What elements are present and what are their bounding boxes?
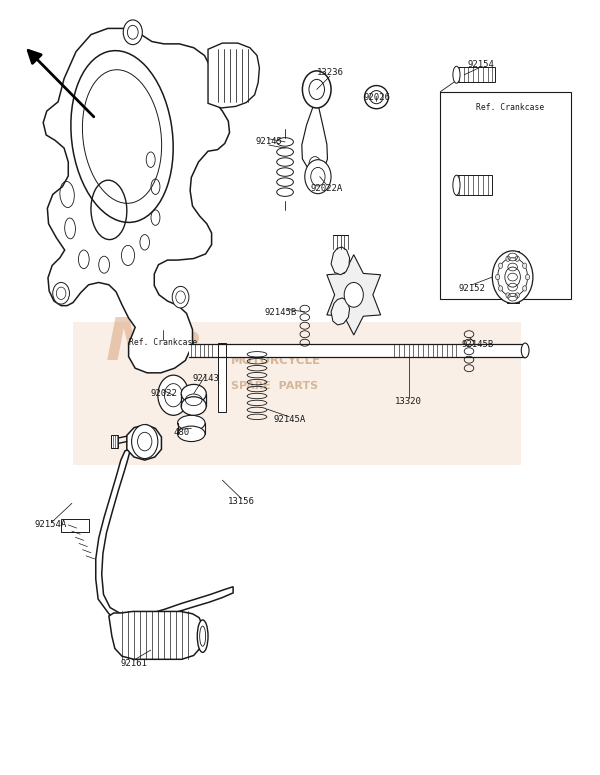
Text: 92022A: 92022A (311, 184, 343, 193)
Text: 92152: 92152 (458, 284, 485, 293)
Ellipse shape (453, 175, 460, 195)
Ellipse shape (506, 293, 510, 298)
Circle shape (309, 79, 325, 99)
Circle shape (493, 251, 533, 303)
Polygon shape (331, 247, 350, 275)
Ellipse shape (499, 263, 503, 268)
Circle shape (172, 286, 189, 308)
Text: 92145B: 92145B (265, 308, 297, 317)
Bar (218, 343, 226, 412)
Bar (178, 423, 205, 434)
Circle shape (302, 71, 331, 108)
Ellipse shape (178, 415, 205, 431)
Bar (73, 322, 521, 465)
Circle shape (53, 282, 70, 304)
Circle shape (176, 291, 185, 303)
Text: SP: SP (148, 329, 200, 363)
Ellipse shape (82, 70, 161, 203)
Text: SPARE  PARTS: SPARE PARTS (232, 381, 319, 391)
Ellipse shape (178, 426, 205, 442)
Ellipse shape (197, 620, 208, 653)
Bar (457, 67, 495, 82)
Circle shape (123, 20, 142, 45)
Bar (506, 251, 518, 303)
Text: 92154: 92154 (467, 60, 494, 69)
Polygon shape (327, 255, 380, 335)
Text: 92145B: 92145B (462, 339, 494, 349)
Ellipse shape (521, 343, 529, 358)
Ellipse shape (523, 263, 527, 268)
Ellipse shape (181, 384, 206, 403)
Text: 92022: 92022 (151, 389, 177, 398)
Text: 92145A: 92145A (273, 415, 305, 425)
Circle shape (131, 425, 158, 459)
Ellipse shape (506, 256, 510, 261)
Circle shape (137, 432, 152, 451)
Text: Ref. Crankcase: Ref. Crankcase (128, 338, 197, 347)
Circle shape (127, 26, 138, 40)
Polygon shape (127, 425, 161, 460)
Ellipse shape (526, 274, 530, 280)
Text: 480: 480 (173, 428, 190, 437)
Bar (110, 435, 118, 448)
Circle shape (311, 167, 325, 186)
Ellipse shape (453, 66, 460, 83)
Ellipse shape (515, 256, 520, 261)
Text: 92154A: 92154A (34, 521, 67, 529)
Polygon shape (43, 29, 230, 373)
Circle shape (497, 258, 527, 296)
Circle shape (309, 157, 321, 172)
Circle shape (164, 384, 182, 407)
Text: 92026: 92026 (363, 93, 390, 102)
Text: 13320: 13320 (395, 397, 422, 406)
Text: M: M (106, 315, 164, 373)
Text: 92143: 92143 (192, 374, 219, 383)
Ellipse shape (499, 286, 503, 291)
Bar (181, 394, 206, 406)
Polygon shape (109, 611, 203, 660)
Ellipse shape (496, 274, 500, 280)
Polygon shape (331, 298, 350, 325)
Text: 13236: 13236 (316, 68, 343, 77)
Polygon shape (96, 449, 233, 624)
Bar (440, 91, 571, 298)
Ellipse shape (515, 293, 520, 298)
Circle shape (305, 160, 331, 194)
Ellipse shape (71, 50, 173, 222)
Bar (189, 344, 525, 357)
Text: Ref. Crankcase: Ref. Crankcase (476, 103, 544, 112)
Bar (457, 175, 493, 195)
Ellipse shape (200, 626, 206, 646)
Bar (61, 518, 89, 532)
Polygon shape (208, 43, 259, 108)
Text: MOTORCYCLE: MOTORCYCLE (232, 354, 322, 367)
Polygon shape (302, 106, 328, 172)
Text: 92145: 92145 (256, 137, 283, 146)
Text: 92161: 92161 (121, 660, 148, 669)
Text: 13156: 13156 (228, 498, 255, 506)
Ellipse shape (523, 286, 527, 291)
Ellipse shape (365, 85, 388, 109)
Ellipse shape (181, 397, 206, 415)
Circle shape (56, 287, 66, 299)
Circle shape (344, 282, 364, 307)
Circle shape (505, 267, 520, 287)
Ellipse shape (370, 91, 383, 104)
Circle shape (158, 375, 189, 415)
